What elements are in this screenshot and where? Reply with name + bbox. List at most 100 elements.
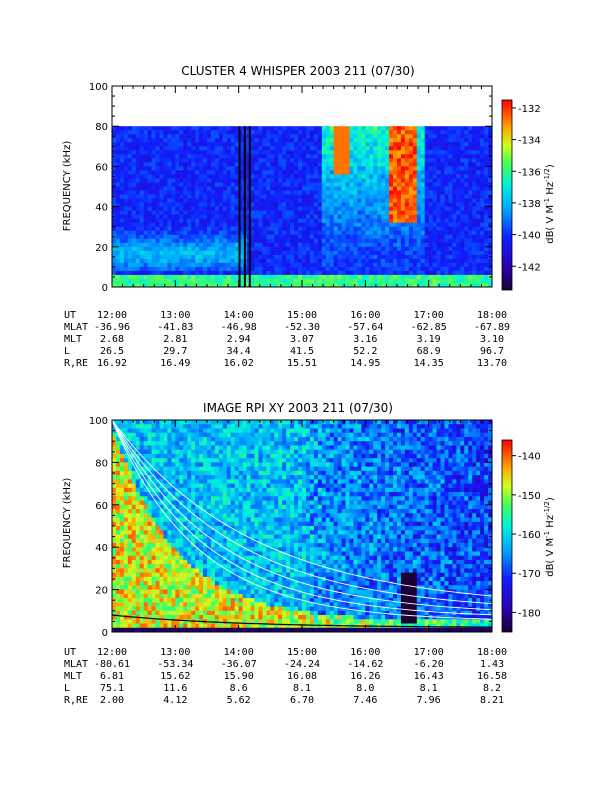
- spectrogram-cell: [472, 250, 477, 256]
- spectrogram-cell: [377, 162, 382, 167]
- spectrogram-cell: [345, 170, 350, 175]
- spectrogram-cell: [377, 230, 382, 236]
- spectrogram-cell: [250, 166, 255, 171]
- spectrogram-cell: [151, 138, 156, 143]
- spectrogram-cell: [187, 266, 192, 272]
- spectrogram-cell: [203, 138, 208, 143]
- spectrogram-cell: [179, 142, 184, 147]
- spectrogram-cell: [345, 226, 350, 232]
- spectrogram-cell: [183, 222, 188, 228]
- spectrogram-cell: [119, 479, 125, 484]
- spectrogram-cell: [448, 250, 453, 256]
- spectrogram-cell: [353, 266, 358, 272]
- spectrogram-cell: [183, 258, 188, 264]
- spectrogram-cell: [147, 142, 152, 147]
- spectrogram-cell: [246, 258, 251, 264]
- spectrogram-cell: [222, 274, 228, 280]
- spectrogram-cell: [420, 214, 426, 220]
- spectrogram-cell: [143, 521, 149, 527]
- spectrogram-cell: [238, 222, 244, 228]
- spectrogram-cell: [476, 230, 481, 236]
- spectrogram-cell: [131, 610, 137, 616]
- spectrogram-cell: [325, 218, 331, 224]
- spectrogram-cell: [313, 150, 319, 155]
- spectrogram-cell: [171, 174, 176, 179]
- spectrogram-cell: [444, 154, 449, 159]
- spectrogram-cell: [175, 585, 180, 590]
- spectrogram-cell: [163, 424, 168, 429]
- spectrogram-cell: [131, 162, 137, 167]
- spectrogram-cell: [341, 246, 346, 252]
- spectrogram-cell: [408, 126, 414, 131]
- spectrogram-cell: [412, 170, 418, 175]
- spectrogram-cell: [135, 174, 141, 179]
- spectrogram-cell: [159, 432, 164, 438]
- spectrogram-cell: [218, 266, 224, 272]
- spectrogram-cell: [218, 198, 224, 203]
- spectrogram-cell: [171, 593, 176, 599]
- spectrogram-cell: [155, 589, 160, 595]
- spectrogram-cell: [238, 130, 244, 135]
- spectrogram-cell: [183, 521, 188, 527]
- spectrogram-cell: [476, 226, 481, 232]
- spectrogram-cell: [218, 190, 224, 195]
- spectrogram-cell: [412, 174, 418, 179]
- spectrogram-cell: [155, 218, 160, 224]
- spectrogram-cell: [444, 258, 449, 264]
- spectrogram-cell: [167, 428, 172, 434]
- spectrogram-cell: [432, 274, 437, 280]
- spectrogram-cell: [171, 210, 176, 216]
- spectrogram-cell: [298, 166, 303, 171]
- spectrogram-cell: [139, 526, 145, 531]
- spectrogram-cell: [266, 194, 271, 199]
- spectrogram-cell: [369, 262, 374, 268]
- spectrogram-cell: [139, 521, 145, 527]
- spectrogram-cell: [199, 258, 204, 264]
- spectrogram-cell: [488, 130, 493, 135]
- spectrogram-cell: [179, 428, 184, 434]
- spectrogram-cell: [274, 162, 279, 167]
- spectrogram-cell: [191, 270, 196, 276]
- spectrogram-cell: [365, 182, 370, 187]
- spectrogram-cell: [183, 606, 188, 612]
- spectrogram-cell: [282, 146, 287, 151]
- spectrogram-cell: [147, 513, 152, 518]
- spectrogram-cell: [135, 134, 141, 139]
- spectrogram-cell: [139, 610, 145, 616]
- spectrogram-cell: [377, 258, 382, 264]
- spectrogram-cell: [246, 198, 251, 203]
- spectrogram-cell: [135, 551, 141, 557]
- spectrogram-cell: [195, 166, 200, 171]
- spectrogram-cell: [167, 436, 172, 442]
- spectrogram-cell: [139, 194, 145, 199]
- spectrogram-cell: [254, 230, 259, 236]
- spectrogram-cell: [207, 230, 212, 236]
- spectrogram-cell: [151, 226, 156, 232]
- spectrogram-cell: [159, 458, 164, 463]
- spectrogram-cell: [333, 262, 339, 268]
- spectrogram-cell: [444, 130, 449, 135]
- spectrogram-cell: [203, 282, 208, 288]
- spectrogram-cell: [115, 500, 121, 506]
- spectrogram-cell: [258, 194, 263, 199]
- spectrogram-cell: [397, 230, 402, 236]
- spectrogram-cell: [357, 186, 362, 191]
- spectrogram-cell: [424, 266, 430, 272]
- spectrogram-cell: [278, 262, 283, 268]
- spectrogram-cell: [385, 154, 390, 159]
- spectrogram-cell: [112, 585, 117, 590]
- spectrogram-cell: [183, 202, 188, 207]
- spectrogram-cell: [278, 278, 283, 284]
- spectrogram-cell: [151, 150, 156, 155]
- spectrogram-cell: [452, 250, 457, 256]
- spectrogram-cell: [404, 278, 410, 284]
- spectrogram-cell: [456, 130, 461, 135]
- spectrogram-cell: [222, 270, 228, 276]
- spectrogram-cell: [119, 238, 125, 244]
- spectrogram-cell: [472, 262, 477, 268]
- spectrogram-cell: [171, 551, 176, 557]
- spectrogram-cell: [238, 210, 244, 216]
- spectrogram-cell: [325, 142, 331, 147]
- spectrogram-cell: [179, 453, 184, 459]
- spectrogram-cell: [135, 475, 141, 480]
